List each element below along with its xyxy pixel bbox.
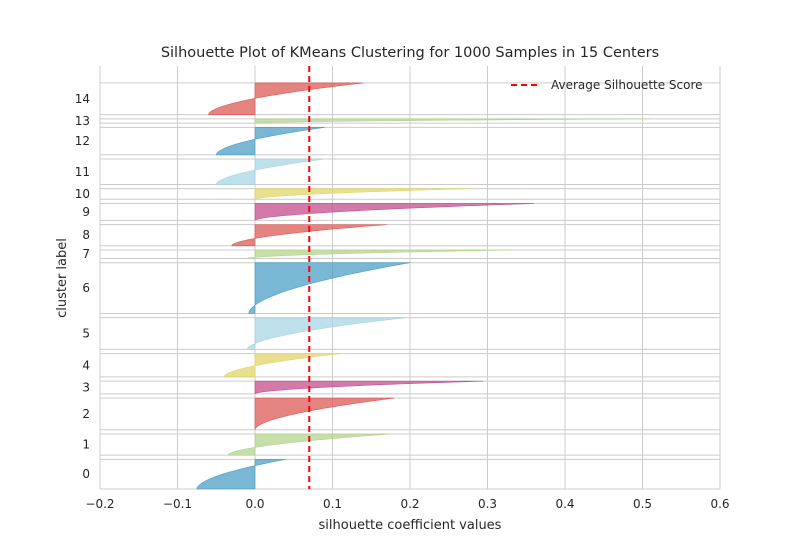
silhouette-cluster-12: [215, 127, 325, 156]
x-tick-label: 0.6: [710, 497, 729, 511]
silhouette-cluster-7: [246, 249, 511, 259]
legend-label: Average Silhouette Score: [551, 78, 703, 92]
chart-title: Silhouette Plot of KMeans Clustering for…: [161, 45, 659, 61]
y-tick-label: 13: [75, 114, 90, 128]
y-tick-label: 2: [82, 407, 90, 421]
y-tick-label: 0: [82, 467, 90, 481]
y-tick-label: 8: [82, 228, 90, 242]
silhouette-cluster-3: [254, 380, 484, 395]
silhouette-cluster-11: [215, 158, 325, 185]
silhouette-cluster-4: [223, 353, 341, 378]
silhouette-cluster-9: [254, 203, 535, 221]
x-tick-label: 0.4: [555, 497, 574, 511]
silhouette-cluster-1: [227, 433, 391, 456]
x-axis-ticks: −0.2 −0.1 0.0 0.1 0.2 0.3 0.4 0.5 0.6: [85, 497, 729, 511]
silhouette-cluster-5: [246, 317, 407, 350]
silhouette-cluster-6: [248, 262, 411, 314]
y-tick-label: 5: [82, 327, 90, 341]
y-tick-label: 7: [82, 247, 90, 261]
x-tick-label: −0.2: [85, 497, 114, 511]
x-axis-label: silhouette coefficient values: [319, 518, 502, 533]
y-tick-label: 10: [75, 187, 90, 201]
y-tick-label: 6: [82, 281, 90, 295]
y-tick-label: 12: [75, 134, 90, 148]
y-tick-label: 4: [82, 358, 90, 372]
silhouette-cluster-14: [208, 82, 364, 115]
y-axis-label: cluster label: [55, 238, 70, 318]
silhouette-cluster-13: [254, 118, 651, 124]
legend: Average Silhouette Score: [511, 78, 703, 92]
silhouette-areas: [196, 82, 651, 490]
x-tick-label: 0.5: [633, 497, 652, 511]
y-tick-label: 11: [75, 165, 90, 179]
x-tick-label: 0.2: [400, 497, 419, 511]
y-tick-label: 14: [75, 92, 90, 106]
x-tick-label: 0.1: [323, 497, 342, 511]
y-tick-label: 9: [82, 205, 90, 219]
y-tick-label: 3: [82, 380, 90, 394]
silhouette-cluster-2: [254, 397, 395, 430]
silhouette-cluster-8: [231, 224, 387, 247]
x-tick-label: 0.3: [478, 497, 497, 511]
silhouette-cluster-0: [196, 459, 287, 490]
x-tick-label: −0.1: [163, 497, 192, 511]
x-tick-label: 0.0: [245, 497, 264, 511]
y-tick-label: 1: [82, 438, 90, 452]
